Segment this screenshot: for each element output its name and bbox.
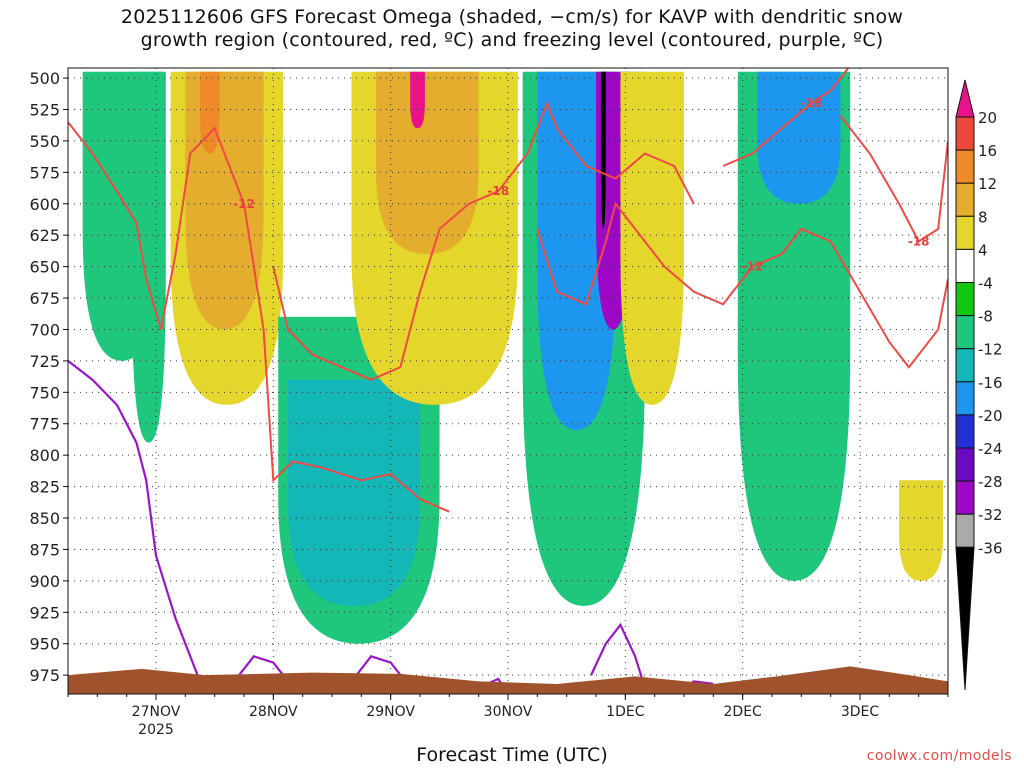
colorbar-bottom-arrow	[955, 546, 975, 691]
omega-region-yellow-3dec	[899, 480, 944, 581]
colorbar-label--4: -4	[978, 275, 993, 293]
grid-lines	[68, 68, 948, 694]
omega-region-blue-2dec	[757, 71, 841, 204]
axes: 500 525 550 575 600 625 650 675 700 725 750 775 800 8…	[29, 67, 949, 738]
colorbar-box-9	[955, 381, 975, 416]
y-tick-label-525: 525	[29, 100, 60, 119]
dgz-contour-4	[839, 115, 948, 243]
colorbar-label--36: -36	[978, 539, 1003, 557]
omega-region-orange-red-28nov	[200, 71, 220, 154]
colorbar-box-7	[955, 315, 975, 350]
x-tick-label-2DEC: 2DEC	[724, 704, 763, 720]
omega-region-black-core-1dec	[600, 71, 606, 229]
colorbar-box-4	[955, 215, 975, 250]
colorbar-label--16: -16	[978, 374, 1003, 392]
omega-region-magenta-29nov	[410, 71, 425, 129]
y-tick-label-700: 700	[29, 320, 60, 339]
chart-title-line1: 2025112606 GFS Forecast Omega (shaded, −…	[120, 6, 904, 28]
y-tick-label-775: 775	[29, 415, 60, 434]
y-tick-label-925: 925	[29, 603, 60, 622]
colorbar-label-8: 8	[978, 208, 988, 226]
y-tick-label-550: 550	[29, 132, 60, 151]
colorbar-box-13	[955, 513, 975, 548]
freezing-level-0	[68, 360, 206, 694]
dgz-contour-2	[536, 201, 948, 369]
colorbar-label--20: -20	[978, 407, 1003, 425]
omega-region-teal-27nov	[131, 71, 166, 443]
colorbar-box-12	[955, 480, 975, 515]
colorbar-label-20: 20	[978, 109, 997, 127]
omega-shading	[68, 68, 948, 694]
colorbar-box-2	[955, 149, 975, 184]
terrain	[68, 666, 948, 694]
dgz-contour-3	[722, 68, 850, 167]
x-axis-label: Forecast Time (UTC)	[416, 744, 608, 766]
colorbar-label-12: 12	[978, 175, 997, 193]
colorbar-label--24: -24	[978, 440, 1003, 458]
dgz-contour-label-1: -18	[487, 184, 509, 198]
y-tick-label-675: 675	[29, 289, 60, 308]
y-tick-label-725: 725	[29, 352, 60, 371]
colorbar-label-16: 16	[978, 142, 997, 160]
y-tick-label-650: 650	[29, 258, 60, 277]
y-tick-label-800: 800	[29, 446, 60, 465]
omega-region-orange-29nov	[376, 71, 479, 255]
y-tick-label-575: 575	[29, 163, 60, 182]
y-tick-label-950: 950	[29, 635, 60, 654]
x-tick-sublabel-27NOV: 2025	[138, 722, 174, 738]
x-tick-label-27NOV: 27NOV	[132, 704, 181, 720]
y-tick-label-975: 975	[29, 666, 60, 685]
x-tick-label-3DEC: 3DEC	[841, 704, 880, 720]
dgz-contour-1	[272, 100, 695, 381]
colorbar: 20 16 12 8 4 -4 -8 -12 -16 -20 -24 -28 -32 -36	[955, 79, 1003, 691]
y-tick-label-850: 850	[29, 509, 60, 528]
x-tick-label-30NOV: 30NOV	[484, 704, 533, 720]
colorbar-label--32: -32	[978, 506, 1003, 524]
x-tick-label-28NOV: 28NOV	[249, 704, 298, 720]
y-tick-label-750: 750	[29, 383, 60, 402]
y-tick-label-500: 500	[29, 69, 60, 88]
y-tick-label-600: 600	[29, 195, 60, 214]
colorbar-box-5	[955, 248, 975, 283]
colorbar-label--8: -8	[978, 308, 993, 326]
terrain-fill	[68, 666, 948, 694]
colorbar-box-6	[955, 282, 975, 317]
y-tick-label-900: 900	[29, 572, 60, 591]
colorbar-label--28: -28	[978, 473, 1003, 491]
dgz-contour-label-0: -12	[233, 197, 255, 211]
colorbar-box-1	[955, 116, 975, 151]
omega-region-green-2dec	[737, 71, 851, 581]
colorbar-box-10	[955, 414, 975, 449]
y-tick-label-625: 625	[29, 226, 60, 245]
colorbar-label--12: -12	[978, 341, 1003, 359]
freezing-level-4	[590, 622, 646, 689]
credit-text: coolwx.com/models	[866, 748, 1012, 764]
dgz-contour-0	[68, 121, 450, 513]
y-tick-label-825: 825	[29, 478, 60, 497]
chart-title: 2025112606 GFS Forecast Omega (shaded, −…	[0, 6, 1024, 52]
x-tick-label-29NOV: 29NOV	[366, 704, 415, 720]
y-tick-label-875: 875	[29, 540, 60, 559]
dgz-contour-label-3: -18	[800, 96, 822, 110]
contours: -12 -18 -12 -18 -18	[68, 68, 948, 694]
omega-region-teal-28-29nov-low	[288, 379, 420, 607]
omega-region-yellow-1dec	[620, 71, 684, 405]
colorbar-box-3	[955, 182, 975, 217]
dgz-contour-label-2: -12	[742, 260, 764, 274]
colorbar-box-11	[955, 447, 975, 482]
x-tick-label-1DEC: 1DEC	[606, 704, 645, 720]
dgz-contour-label-4: -18	[908, 234, 930, 248]
colorbar-label-4: 4	[978, 241, 988, 259]
colorbar-top-arrow	[955, 79, 975, 118]
colorbar-box-8	[955, 348, 975, 383]
chart-title-line2: growth region (contoured, red, ºC) and f…	[140, 29, 884, 51]
